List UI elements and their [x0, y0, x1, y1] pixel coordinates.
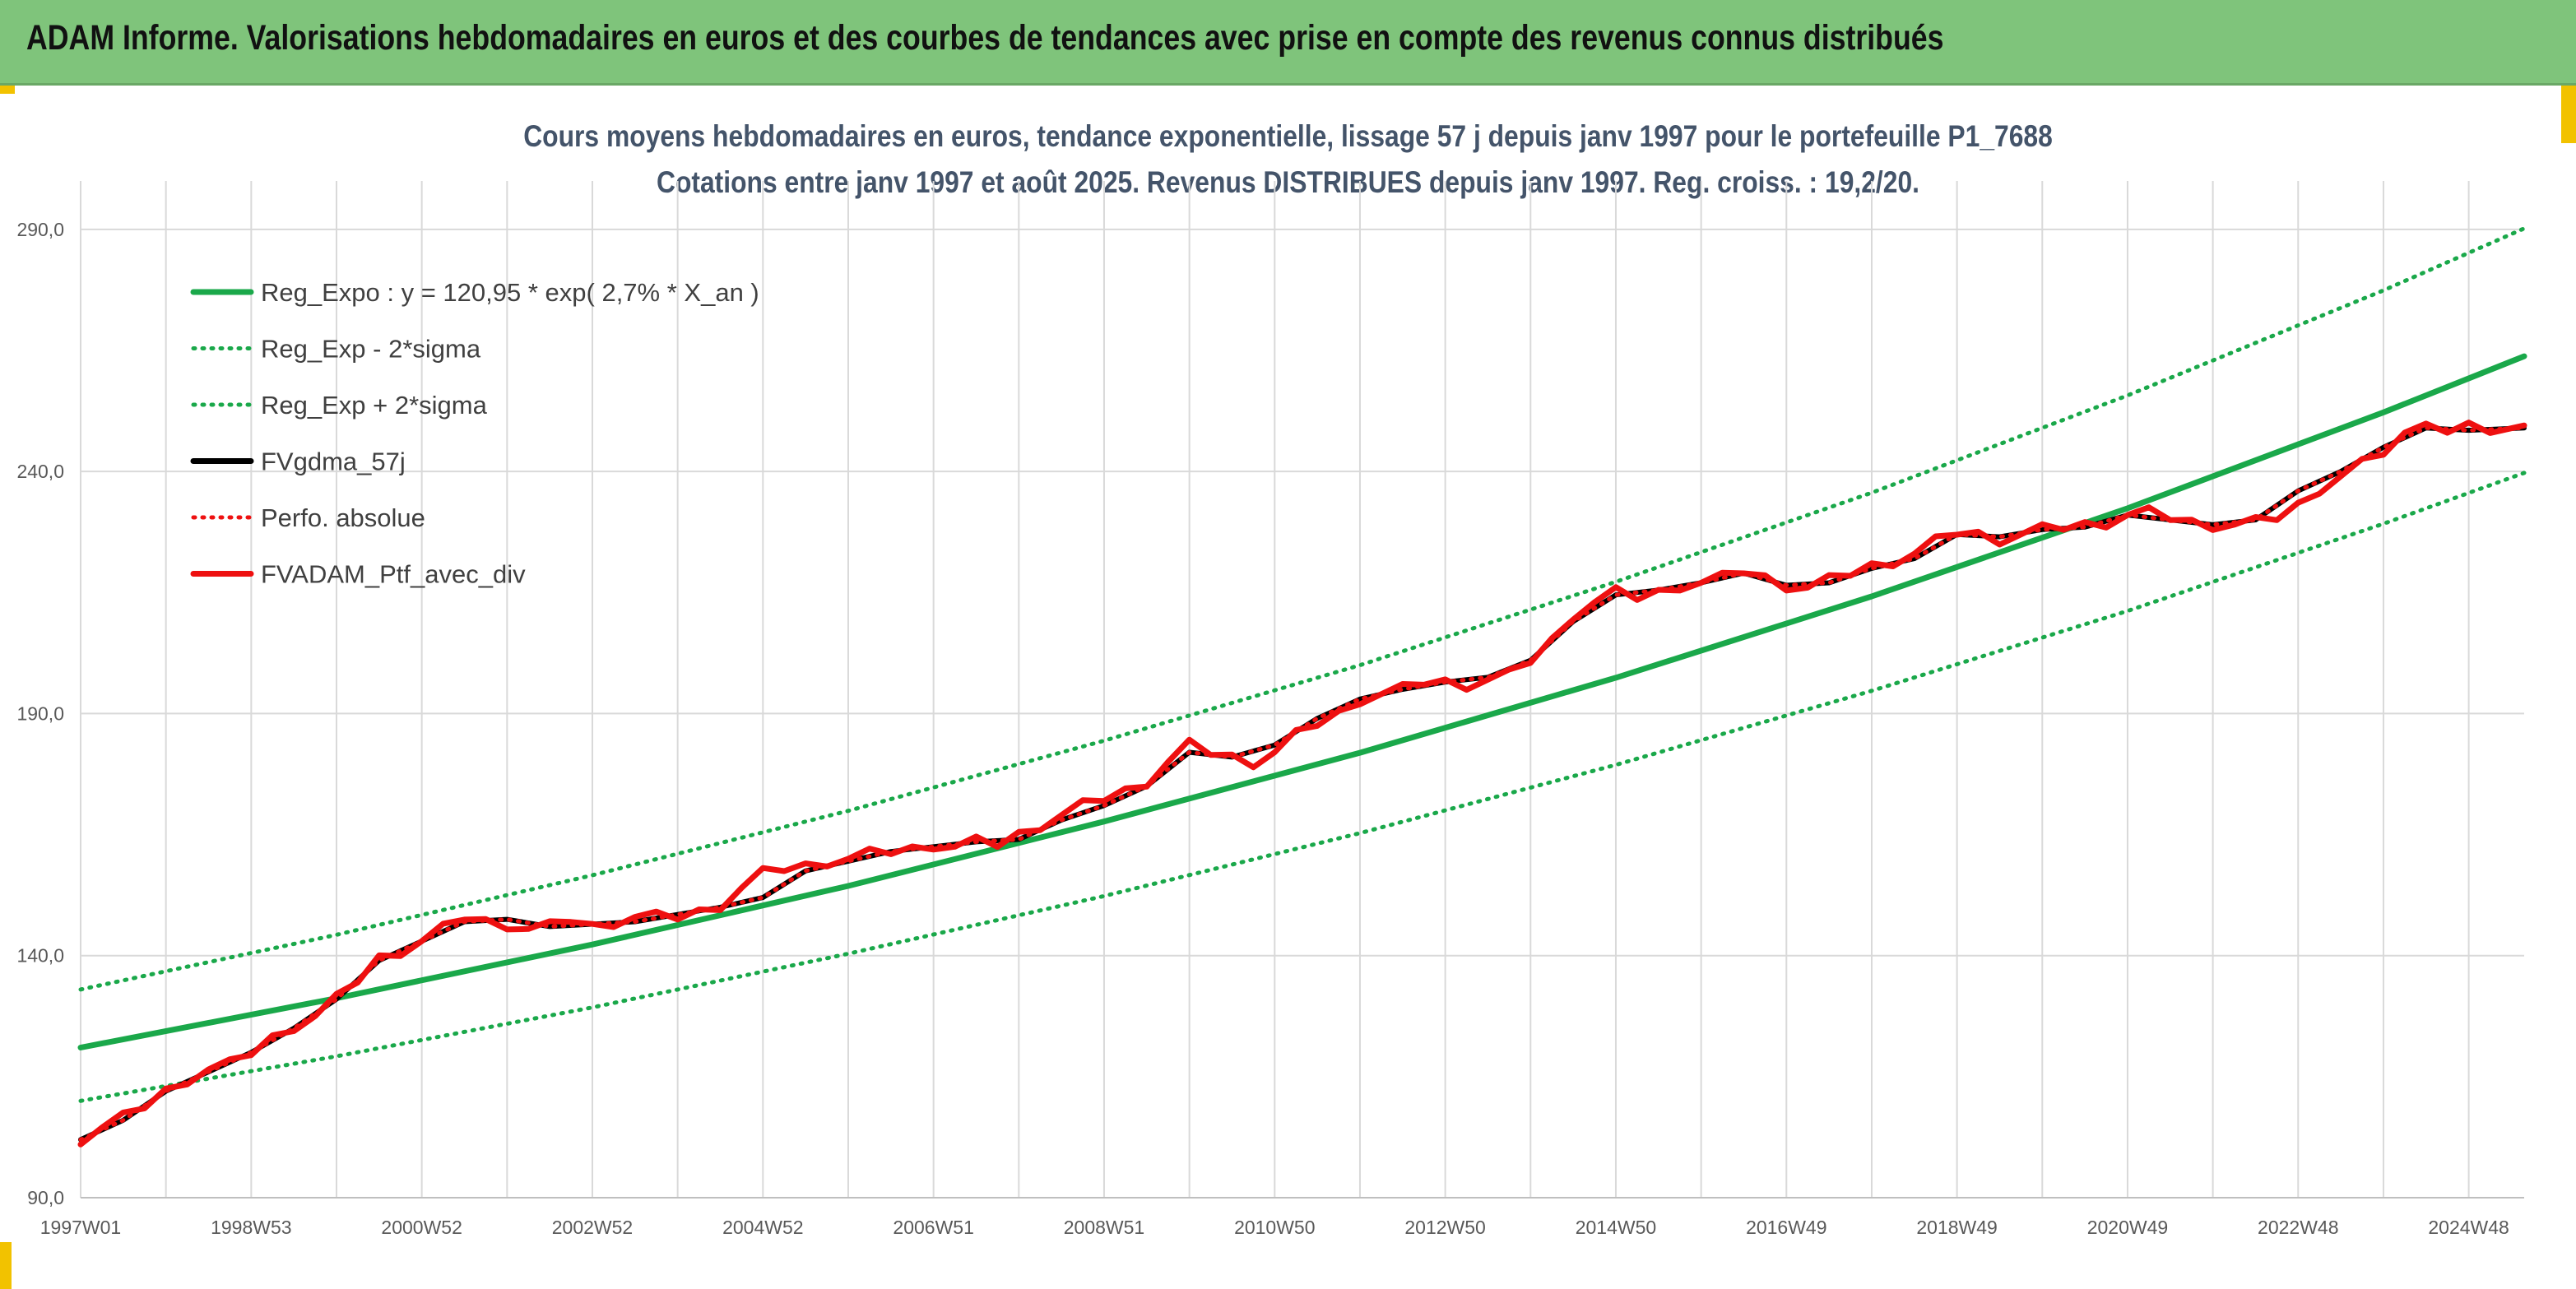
x-tick-label: 2000W52 [381, 1217, 462, 1238]
x-tick-label: 2018W49 [1916, 1217, 1997, 1238]
legend-label: Reg_Exp - 2*sigma [261, 335, 481, 364]
y-axis-tick-labels: 90,0 140,0 190,0 240,0 290,0 [16, 219, 64, 1208]
x-tick-label: 2002W52 [552, 1217, 633, 1238]
x-tick-label: 1997W01 [40, 1217, 121, 1238]
x-tick-label: 2016W49 [1746, 1217, 1826, 1238]
accent-bar-top-right [2561, 86, 2576, 143]
report-banner: ADAM Informe. Valorisations hebdomadaire… [0, 0, 2576, 86]
accent-bar-top-left [0, 86, 15, 94]
reg-expo-line [77, 353, 2527, 1050]
y-tick-label: 240,0 [16, 461, 64, 482]
x-axis-tick-labels: 1997W01 1998W53 2000W52 2002W52 2004W52 2006W… [40, 1217, 2509, 1238]
perfo-absolue-line [78, 425, 2527, 1142]
reg-exp-plus-2sigma-line [78, 226, 2527, 992]
fvgdma-57j-line [78, 425, 2527, 1143]
reg-exp-minus-2sigma-line [78, 471, 2527, 1103]
chart-title: Cours moyens hebdomadaires en euros, ten… [523, 119, 2053, 153]
legend-label: FVADAM_Ptf_avec_div [261, 560, 526, 589]
x-tick-label: 2006W51 [893, 1217, 973, 1238]
legend-label: Reg_Expo : y = 120,95 * exp( 2,7% * X_an… [261, 278, 759, 307]
legend-label: Reg_Exp + 2*sigma [261, 391, 488, 420]
x-tick-label: 2008W51 [1064, 1217, 1144, 1238]
chart-subtitle: Cotations entre janv 1997 et août 2025. … [656, 165, 1920, 199]
x-tick-label: 2012W50 [1404, 1217, 1485, 1238]
banner-title: ADAM Informe. Valorisations hebdomadaire… [26, 18, 1944, 58]
legend-label: Perfo. absolue [261, 503, 425, 532]
legend: Reg_Expo : y = 120,95 * exp( 2,7% * X_an… [190, 278, 759, 589]
y-tick-label: 90,0 [27, 1187, 64, 1208]
y-tick-label: 140,0 [16, 945, 64, 967]
y-tick-label: 190,0 [16, 702, 64, 724]
legend-label: FVgdma_57j [261, 447, 406, 476]
x-tick-label: 1998W53 [211, 1217, 291, 1238]
x-tick-label: 2024W48 [2428, 1217, 2509, 1238]
accent-bar-bottom-left [0, 1242, 12, 1289]
y-tick-label: 290,0 [16, 219, 64, 240]
grid-lines [80, 181, 2524, 1199]
chart-title-block: Cours moyens hebdomadaires en euros, ten… [0, 114, 2576, 206]
fvadam-ptf-avec-div-line [77, 420, 2527, 1148]
x-tick-label: 2014W50 [1576, 1217, 1656, 1238]
x-tick-label: 2020W49 [2087, 1217, 2168, 1238]
x-tick-label: 2010W50 [1234, 1217, 1315, 1238]
series-lines [77, 226, 2527, 1148]
x-tick-label: 2022W48 [2258, 1217, 2338, 1238]
x-tick-label: 2004W52 [722, 1217, 803, 1238]
